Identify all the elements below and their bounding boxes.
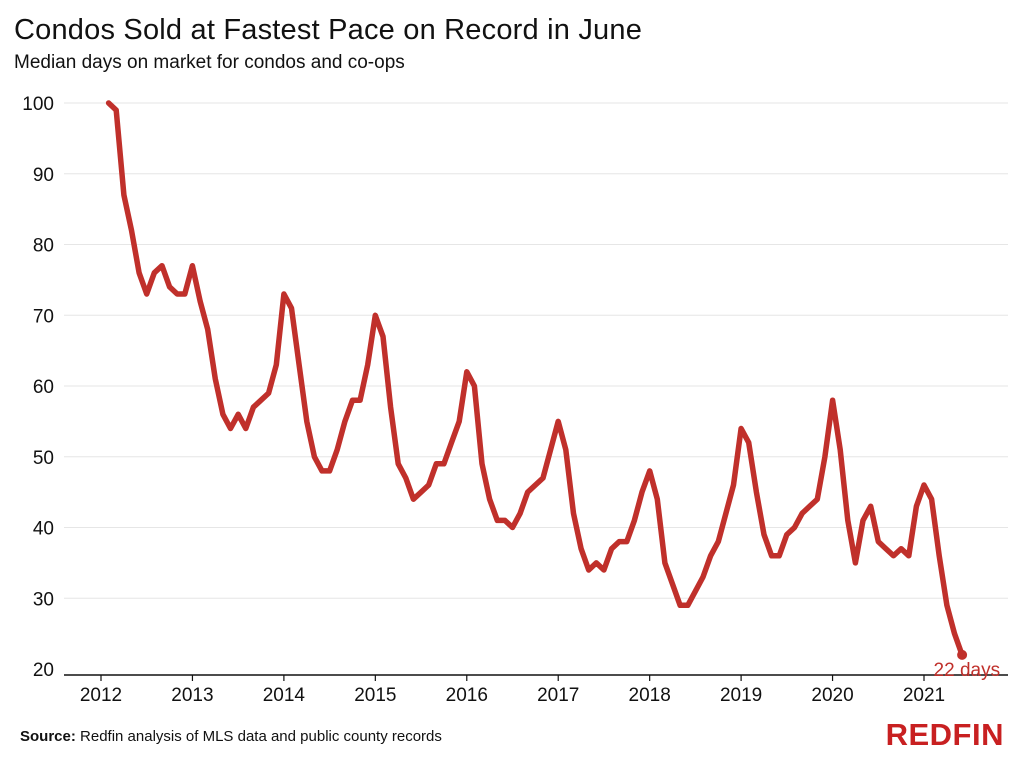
source-note: Source: Redfin analysis of MLS data and … bbox=[20, 728, 442, 745]
x-tick-label: 2017 bbox=[537, 685, 579, 706]
x-tick-label: 2018 bbox=[629, 685, 671, 706]
x-tick-label: 2019 bbox=[720, 685, 762, 706]
y-tick-label: 30 bbox=[33, 589, 54, 610]
x-tick-label: 2012 bbox=[80, 685, 122, 706]
y-tick-label: 20 bbox=[33, 660, 54, 681]
y-tick-label: 70 bbox=[33, 306, 54, 327]
y-axis: 100 90 80 70 60 50 40 30 20 bbox=[22, 94, 54, 681]
y-tick-label: 100 bbox=[22, 94, 54, 115]
gridlines bbox=[64, 102, 1008, 599]
annotations: 22 days bbox=[934, 649, 1001, 681]
source-text: Redfin analysis of MLS data and public c… bbox=[80, 728, 442, 745]
x-tick-label: 2021 bbox=[903, 685, 945, 706]
redfin-logo: REDFIN bbox=[885, 717, 1004, 752]
x-tick-label: 2013 bbox=[171, 685, 213, 706]
end-point-marker bbox=[957, 649, 968, 660]
y-tick-label: 50 bbox=[33, 448, 54, 469]
x-tick-label: 2014 bbox=[263, 685, 306, 706]
y-tick-label: 90 bbox=[33, 165, 54, 186]
x-tick-label: 2020 bbox=[811, 685, 853, 706]
chart-title: Condos Sold at Fastest Pace on Record in… bbox=[14, 14, 643, 46]
series-group bbox=[105, 100, 965, 658]
y-tick-label: 40 bbox=[33, 519, 54, 540]
x-axis: 2012 2013 2014 2015 2016 2017 2018 2019 2020 2021 bbox=[64, 674, 1008, 706]
y-tick-label: 80 bbox=[33, 236, 54, 257]
x-tick-label: 2016 bbox=[446, 685, 488, 706]
x-tick-label: 2015 bbox=[354, 685, 396, 706]
series-line bbox=[105, 100, 965, 658]
chart-subtitle: Median days on market for condos and co-… bbox=[14, 52, 405, 73]
source-label: Source: bbox=[20, 728, 76, 745]
y-tick-label: 60 bbox=[33, 377, 54, 398]
end-value-label: 22 days bbox=[934, 660, 1001, 681]
